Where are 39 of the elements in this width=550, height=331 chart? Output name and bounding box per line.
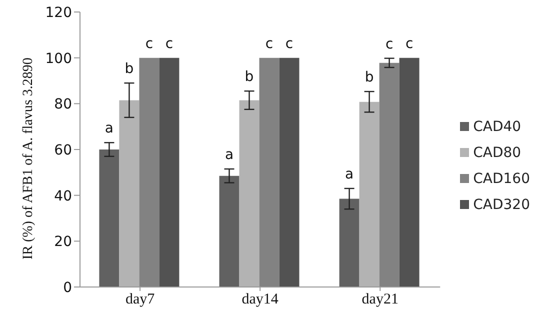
bar	[339, 198, 360, 287]
x-tick-label: day7	[125, 292, 156, 308]
data-label: a	[345, 166, 354, 182]
y-tick-label: 100	[45, 50, 72, 67]
data-label: c	[405, 36, 414, 52]
data-label: a	[104, 120, 114, 137]
x-tick-label: day14	[242, 292, 279, 308]
bar	[219, 176, 240, 287]
data-label: c	[385, 36, 394, 52]
data-label: b	[124, 61, 134, 78]
bar	[379, 62, 400, 287]
legend-label: CAD160	[473, 170, 530, 186]
data-label: c	[165, 36, 174, 52]
x-tick-label: day21	[362, 292, 398, 308]
bar	[159, 58, 180, 287]
bar	[259, 58, 280, 287]
data-label: b	[364, 70, 374, 86]
y-tick-label: 40	[54, 188, 72, 204]
data-label: c	[285, 36, 294, 52]
y-tick-label: 60	[54, 142, 72, 158]
data-label: a	[224, 146, 234, 163]
legend-label: CAD320	[473, 196, 530, 212]
bar	[99, 150, 120, 287]
bar	[359, 102, 380, 287]
y-tick-label: 80	[54, 96, 72, 113]
data-label: c	[145, 36, 154, 52]
data-label: c	[265, 36, 274, 52]
bar	[139, 58, 160, 287]
y-tick-label: 0	[63, 280, 72, 296]
y-tick-label: 20	[54, 234, 72, 250]
bar	[119, 100, 140, 287]
y-axis-title: IR (%) of AFB1 of A. flavus 3.2890	[20, 58, 36, 260]
bar	[239, 100, 260, 287]
data-label: b	[244, 69, 254, 86]
bar	[279, 58, 300, 287]
legend-label: CAD80	[473, 144, 522, 160]
y-tick-label: 120	[45, 4, 72, 21]
legend-label: CAD40	[473, 118, 522, 134]
bar	[399, 58, 420, 287]
